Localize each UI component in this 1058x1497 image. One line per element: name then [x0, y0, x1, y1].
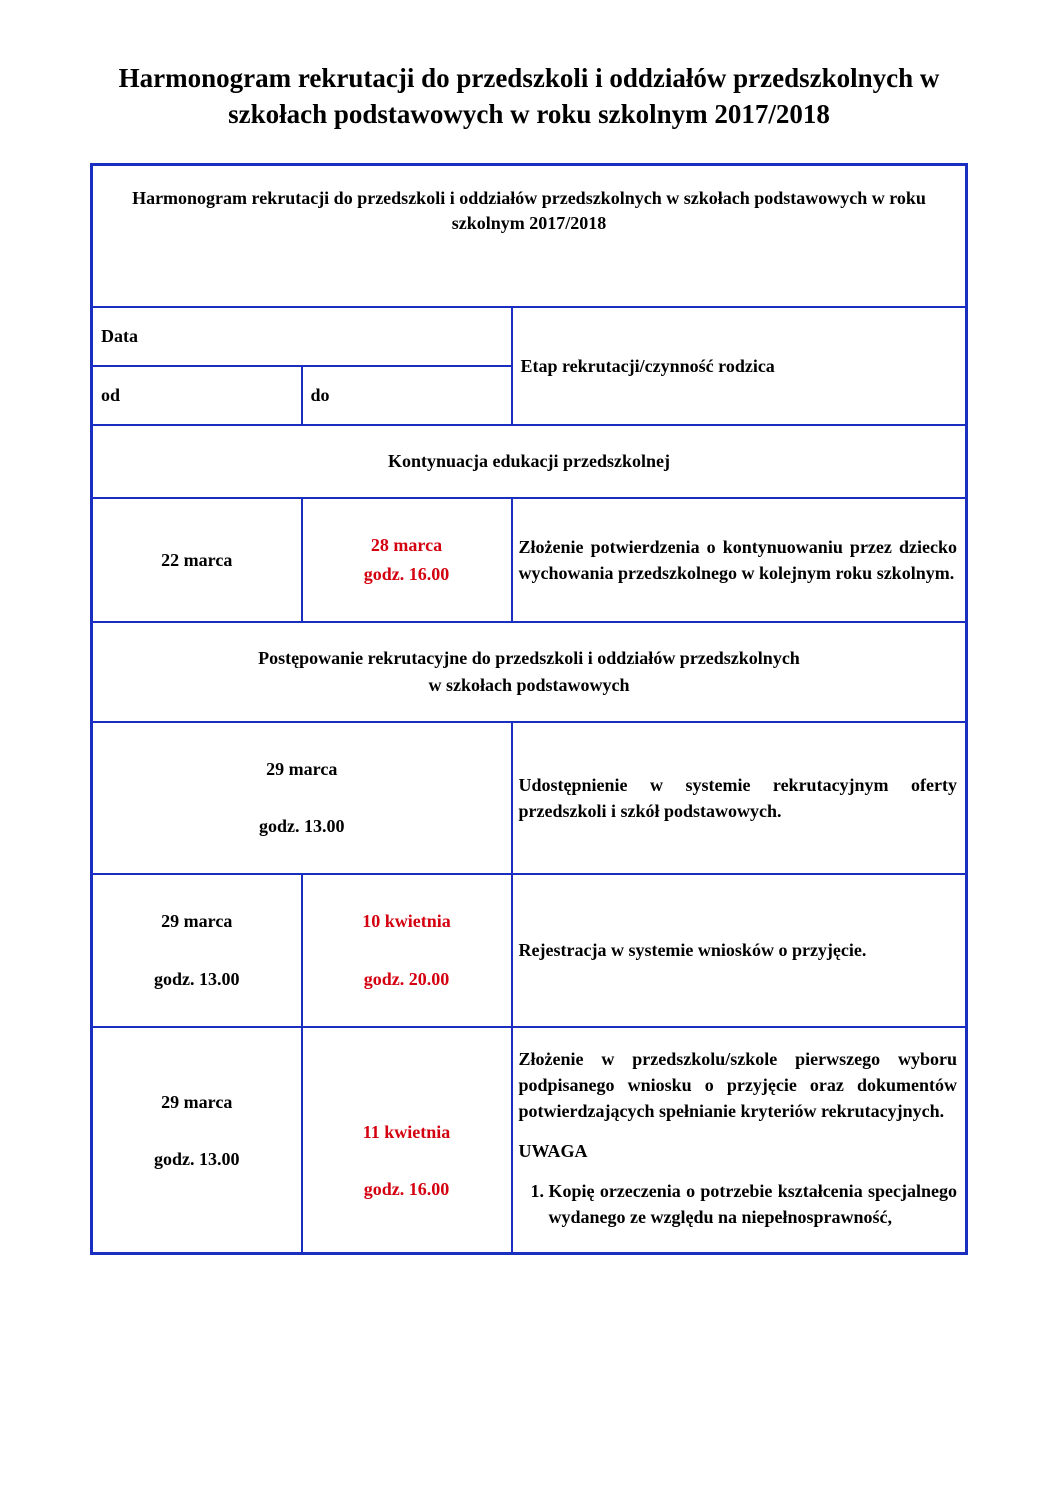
row2-date: 29 marca godz. 13.00	[92, 722, 512, 874]
row4-desc-p1: Złożenie w przedszkolu/szkole pierwszego…	[519, 1046, 958, 1124]
row3-to: 10 kwietnia godz. 20.00	[302, 874, 512, 1026]
row4-from-line2: godz. 13.00	[154, 1149, 240, 1169]
row3-from: 29 marca godz. 13.00	[92, 874, 302, 1026]
row4-desc-list: Kopię orzeczenia o potrzebie kształcenia…	[519, 1178, 958, 1230]
table-row: 29 marca godz. 13.00 Udostępnienie w sys…	[92, 722, 967, 874]
section2-line2: w szkołach podstawowych	[428, 675, 629, 695]
row3-to-line1: 10 kwietnia	[362, 911, 451, 931]
row4-to-line1: 11 kwietnia	[363, 1122, 451, 1142]
label-do: do	[302, 366, 512, 425]
row3-from-line1: 29 marca	[161, 911, 232, 931]
page-title: Harmonogram rekrutacji do przedszkoli i …	[90, 60, 968, 133]
row4-desc-li1: Kopię orzeczenia o potrzebie kształcenia…	[549, 1178, 958, 1230]
row4-from-line1: 29 marca	[161, 1092, 232, 1112]
section-recruitment: Postępowanie rekrutacyjne do przedszkoli…	[92, 622, 967, 722]
row3-desc: Rejestracja w systemie wniosków o przyję…	[512, 874, 967, 1026]
schedule-table: Harmonogram rekrutacji do przedszkoli i …	[90, 163, 968, 1255]
label-od: od	[92, 366, 302, 425]
row1-from: 22 marca	[92, 498, 302, 622]
row3-from-line2: godz. 13.00	[154, 969, 240, 989]
row1-to: 28 marca godz. 16.00	[302, 498, 512, 622]
row4-to: 11 kwietnia godz. 16.00	[302, 1027, 512, 1254]
section-continuation: Kontynuacja edukacji przedszkolnej	[92, 425, 967, 498]
row2-line1: 29 marca	[266, 759, 337, 779]
row2-desc: Udostępnienie w systemie rekrutacyjnym o…	[512, 722, 967, 874]
table-row: 29 marca godz. 13.00 10 kwietnia godz. 2…	[92, 874, 967, 1026]
row4-to-line2: godz. 16.00	[364, 1179, 450, 1199]
table-row: 29 marca godz. 13.00 11 kwietnia godz. 1…	[92, 1027, 967, 1254]
label-data: Data	[92, 307, 512, 366]
row1-desc: Złożenie potwierdzenia o kontynuowaniu p…	[512, 498, 967, 622]
section2-line1: Postępowanie rekrutacyjne do przedszkoli…	[258, 648, 800, 668]
row1-to-line1: 28 marca	[371, 535, 442, 555]
row3-to-line2: godz. 20.00	[364, 969, 450, 989]
section-continuation-text: Kontynuacja edukacji przedszkolnej	[92, 425, 967, 498]
table-row: 22 marca 28 marca godz. 16.00 Złożenie p…	[92, 498, 967, 622]
row4-desc-p2: UWAGA	[519, 1138, 958, 1164]
row2-line2: godz. 13.00	[259, 816, 345, 836]
row1-to-line2: godz. 16.00	[364, 564, 450, 584]
row4-from: 29 marca godz. 13.00	[92, 1027, 302, 1254]
row4-desc: Złożenie w przedszkolu/szkole pierwszego…	[512, 1027, 967, 1254]
label-etap: Etap rekrutacji/czynność rodzica	[512, 307, 967, 425]
table-header-full: Harmonogram rekrutacji do przedszkoli i …	[92, 164, 967, 307]
table-header-text: Harmonogram rekrutacji do przedszkoli i …	[92, 164, 967, 307]
section-recruitment-text: Postępowanie rekrutacyjne do przedszkoli…	[92, 622, 967, 722]
table-labels-row: Data Etap rekrutacji/czynność rodzica	[92, 307, 967, 366]
